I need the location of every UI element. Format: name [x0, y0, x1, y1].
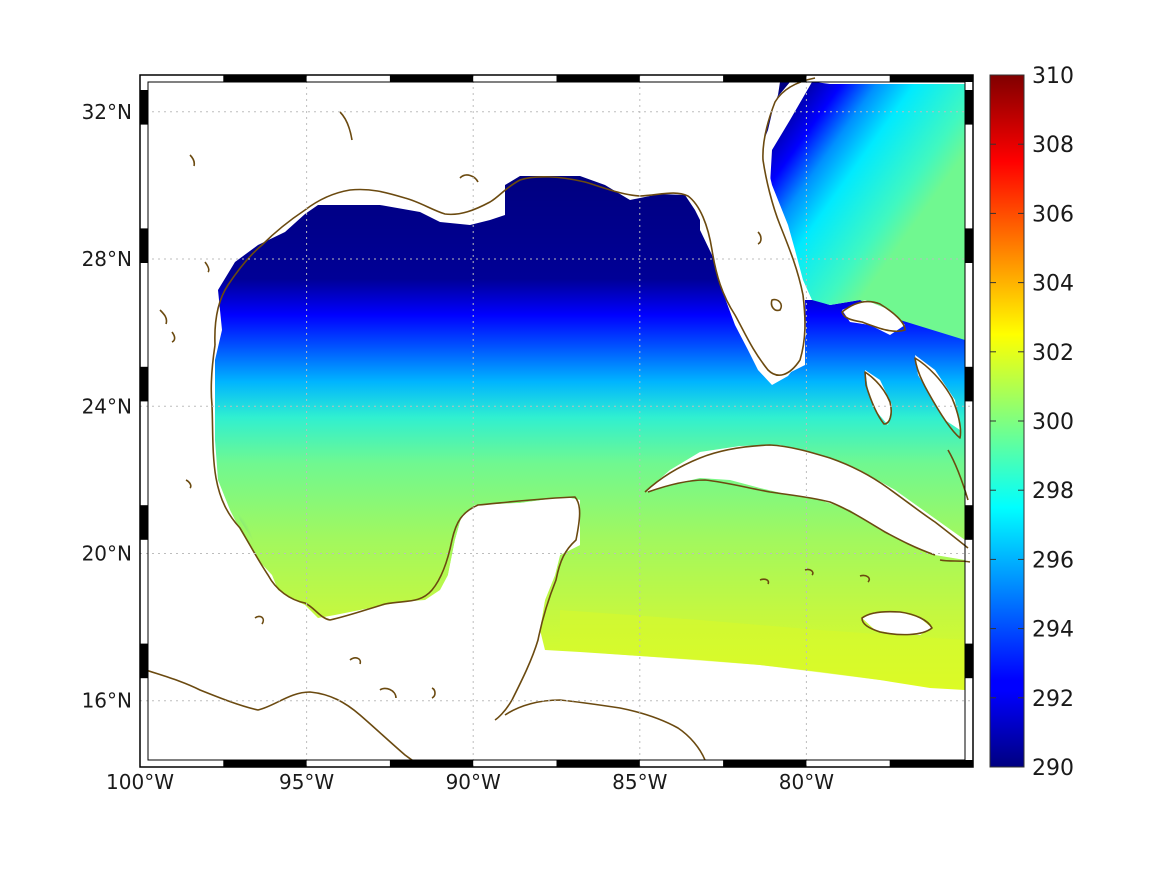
plot-area [140, 75, 973, 767]
frame-segment-top [223, 75, 307, 82]
x-tick-label: 85°W [612, 770, 667, 794]
y-tick-label: 32°N [82, 100, 132, 124]
frame-segment-left [140, 643, 148, 679]
frame-segment-left [140, 366, 148, 402]
frame-segment-bottom [389, 760, 474, 767]
frame-segment-bottom [556, 760, 640, 767]
colorbar-ticks: 310 308 306 304 302 300 298 296 294 292 290 [990, 64, 1074, 781]
sst-field [215, 82, 965, 690]
frame-segment-right [965, 643, 973, 679]
colorbar: 310 308 306 304 302 300 298 296 294 292 290 [989, 64, 1074, 781]
frame-segment-bottom [889, 760, 973, 767]
frame-segment-right [965, 505, 973, 540]
land-masks [140, 82, 965, 767]
y-tick-label: 24°N [82, 394, 132, 418]
graticule [140, 75, 973, 767]
frame-segment-bottom [723, 760, 807, 767]
frame-segment-right [965, 366, 973, 402]
frame-segment-right [965, 228, 973, 263]
x-tick-label: 80°W [779, 770, 834, 794]
frame-segment-top [389, 75, 474, 82]
colorbar-tick-label: 304 [1032, 272, 1074, 297]
frame-segment-top [889, 75, 973, 82]
x-tick-label: 95°W [279, 770, 334, 794]
colorbar-tick-label: 296 [1032, 548, 1074, 573]
frame-segment-left [140, 505, 148, 540]
colorbar-tick-label: 302 [1032, 341, 1074, 366]
frame-segment-right [965, 90, 973, 125]
frame-segment-top [556, 75, 640, 82]
colorbar-tick-label: 298 [1032, 479, 1074, 504]
frame-segment-bottom [223, 760, 307, 767]
colorbar-tick-label: 300 [1032, 410, 1074, 435]
colorbar-tick-label: 294 [1032, 618, 1074, 643]
colorbar-tick-label: 306 [1032, 202, 1074, 227]
colorbar-tick-label: 308 [1032, 133, 1074, 158]
colorbar-tick-label: 292 [1032, 687, 1074, 712]
frame-segment-top [723, 75, 807, 82]
frame-segment-left [140, 90, 148, 125]
x-tick-label: 90°W [446, 770, 501, 794]
y-tick-label: 16°N [82, 689, 132, 713]
colorbar-tick-label: 290 [1032, 756, 1074, 781]
x-axis-ticks: 100°W 95°W 90°W 85°W 80°W [106, 770, 834, 794]
y-tick-label: 28°N [82, 247, 132, 271]
coastlines [140, 77, 971, 767]
y-axis-ticks: 32°N 28°N 24°N 20°N 16°N [82, 100, 132, 713]
frame-segment-left [140, 228, 148, 263]
map-frame [139, 74, 974, 768]
x-tick-label: 100°W [106, 770, 174, 794]
y-tick-label: 20°N [82, 542, 132, 566]
colorbar-tick-label: 310 [1032, 64, 1074, 89]
